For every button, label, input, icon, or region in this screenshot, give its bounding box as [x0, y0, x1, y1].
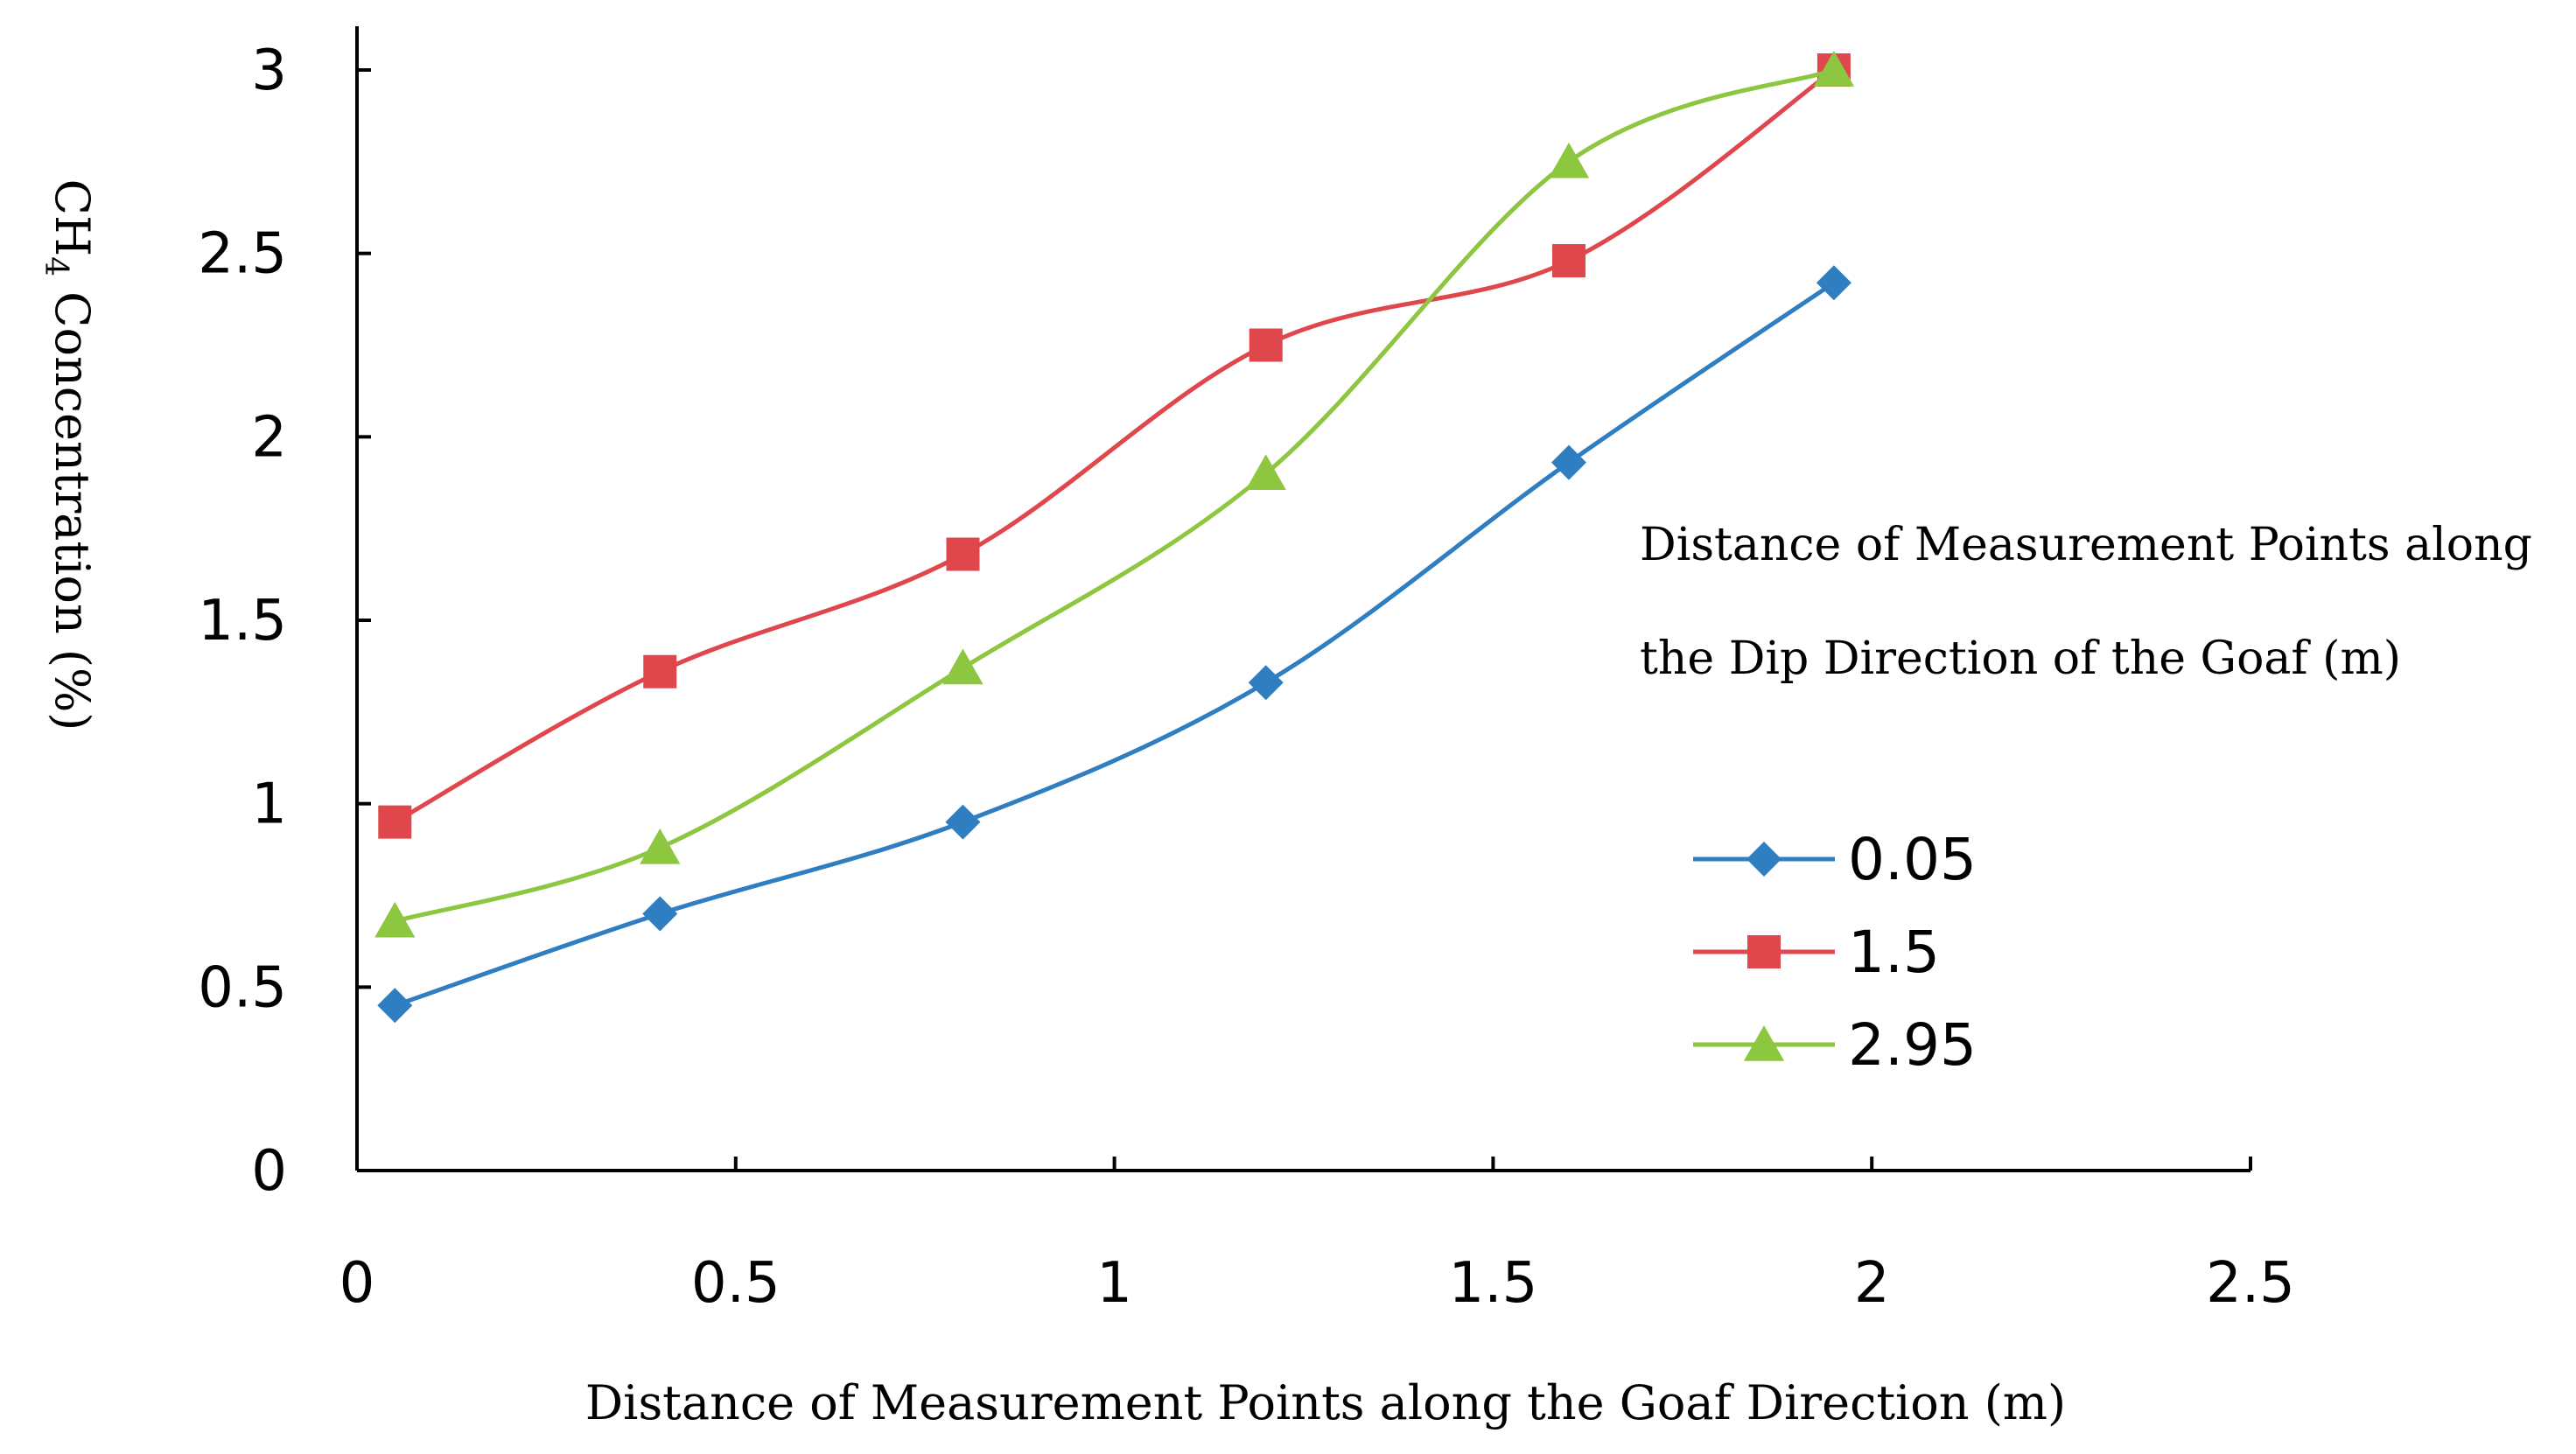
- series-line: [394, 67, 1836, 824]
- series-line: [394, 67, 1835, 924]
- legend-label: 2.95: [1848, 1011, 1977, 1079]
- data-point-marker: [643, 654, 677, 689]
- y-axis-title-prefix: CH: [45, 179, 100, 256]
- y-tick-label: 2.5: [198, 222, 287, 287]
- x-axis-ticks: 0 0.5 1 1.5 2 2.5: [340, 1157, 2295, 1316]
- series-0.05: [377, 265, 1852, 1024]
- series-2.95: [374, 51, 1855, 938]
- y-axis-ticks: 0 0.5 1 1.5 2 2.5 3: [198, 38, 371, 1204]
- data-point-marker: [1816, 265, 1852, 301]
- legend-title-line-1: Distance of Measurement Points along: [1640, 519, 2532, 571]
- x-tick-label: 0: [340, 1251, 375, 1316]
- legend-label: 1.5: [1848, 919, 1940, 986]
- data-point-marker: [378, 805, 412, 839]
- data-point-marker: [642, 896, 678, 932]
- x-tick-label: 2.5: [2206, 1251, 2295, 1316]
- data-point-marker: [946, 537, 980, 571]
- y-axis-title-suffix: Concentration (%): [45, 276, 100, 730]
- axes: [355, 26, 2250, 1172]
- legend: Distance of Measurement Points along the…: [1640, 519, 2532, 1079]
- legend-title-line-2: the Dip Direction of the Goaf (m): [1640, 633, 2401, 685]
- legend-entries: 0.05 1.5 2.95: [1693, 826, 1977, 1079]
- data-point-marker: [1249, 328, 1283, 362]
- legend-marker: [1746, 842, 1782, 877]
- legend-marker: [1747, 935, 1781, 968]
- y-tick-label: 0: [251, 1139, 287, 1204]
- y-tick-label: 1.5: [198, 589, 287, 654]
- series-layer: [374, 51, 1855, 1024]
- x-axis-title: Distance of Measurement Points along the…: [585, 1375, 2066, 1430]
- data-point-marker: [374, 901, 416, 938]
- data-point-marker: [1248, 665, 1284, 701]
- y-tick-label: 3: [251, 38, 287, 103]
- legend-marker: [1743, 1025, 1785, 1061]
- data-point-marker: [1813, 51, 1855, 87]
- series-1.5: [378, 53, 1851, 839]
- series-line: [394, 281, 1836, 1008]
- data-point-marker: [1548, 142, 1590, 178]
- y-axis-title-subscript: 4: [38, 256, 74, 276]
- data-point-marker: [1551, 244, 1586, 278]
- x-tick-label: 0.5: [691, 1251, 780, 1316]
- y-tick-label: 0.5: [198, 955, 287, 1020]
- data-point-marker: [942, 648, 984, 685]
- data-point-marker: [640, 828, 681, 864]
- y-tick-label: 2: [251, 405, 287, 470]
- legend-entry: 2.95: [1693, 1011, 1977, 1079]
- x-tick-label: 1: [1096, 1251, 1132, 1316]
- legend-entry: 1.5: [1693, 919, 1940, 986]
- data-point-marker: [945, 804, 981, 840]
- y-axis-title: CH4 Concentration (%): [38, 179, 100, 731]
- legend-label: 0.05: [1848, 826, 1977, 893]
- x-tick-label: 1.5: [1449, 1251, 1538, 1316]
- legend-entry: 0.05: [1693, 826, 1977, 893]
- data-point-marker: [1550, 444, 1586, 480]
- y-tick-label: 1: [251, 772, 287, 837]
- data-point-marker: [377, 988, 413, 1024]
- data-point-marker: [1245, 454, 1286, 490]
- x-tick-label: 2: [1854, 1251, 1890, 1316]
